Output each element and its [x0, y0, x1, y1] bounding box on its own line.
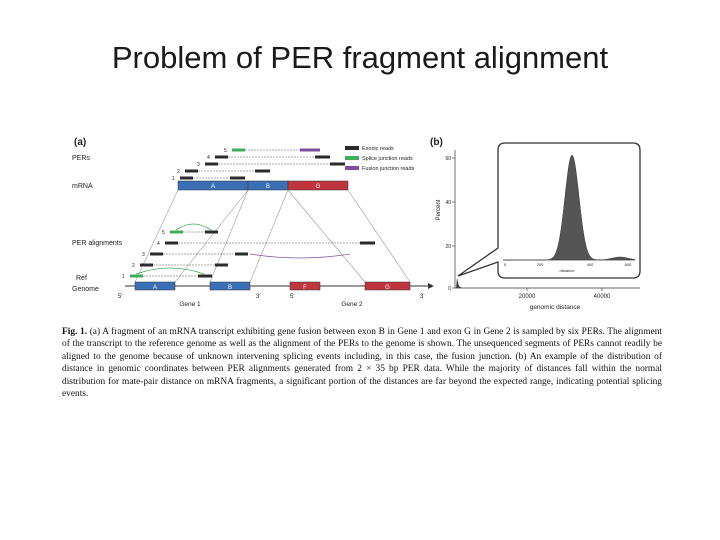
read — [170, 230, 183, 234]
label: B — [266, 184, 270, 190]
panel-a: (a) PERs mRNA PER alignments Ref Genome — [72, 137, 123, 293]
row-label: Ref — [76, 275, 87, 282]
panel-label: (a) — [74, 137, 86, 148]
fusion-arc — [249, 253, 351, 259]
mapping-line — [347, 189, 411, 283]
row-label: PERs — [72, 155, 90, 162]
panel-label: (b) — [430, 137, 443, 148]
label: 5 — [224, 148, 227, 154]
read — [315, 155, 330, 159]
label: 60 — [445, 156, 451, 162]
exon — [287, 180, 349, 191]
splice-arc — [135, 267, 205, 275]
label: 40 — [445, 200, 451, 206]
label: Gene 2 — [341, 301, 363, 308]
label: A — [153, 285, 157, 291]
mapping-line — [174, 189, 249, 283]
read — [130, 274, 143, 278]
read — [235, 252, 248, 256]
row-label: PER alignments — [72, 240, 123, 247]
label: 3' — [256, 294, 260, 300]
read — [215, 263, 228, 267]
label: B — [228, 285, 232, 291]
mapping-line — [134, 189, 179, 283]
legend-swatch — [345, 156, 359, 160]
mapping-line — [287, 189, 366, 283]
read — [330, 162, 345, 166]
label: 3 — [142, 252, 145, 258]
read — [232, 148, 245, 152]
label: Splice junction reads — [362, 156, 413, 162]
read — [360, 241, 375, 245]
distribution — [456, 278, 462, 288]
arrow — [428, 283, 434, 289]
read — [255, 169, 270, 173]
inset-distribution — [503, 154, 636, 261]
label: G — [316, 184, 321, 190]
y-axis-label: Percent — [436, 199, 442, 220]
legend-swatch — [345, 146, 359, 150]
legend-swatch — [345, 166, 359, 170]
read — [150, 252, 163, 256]
label: G — [385, 285, 390, 291]
label: 5' — [118, 294, 122, 300]
read — [205, 162, 218, 166]
read — [215, 155, 228, 159]
label: Gene 1 — [179, 301, 201, 308]
read — [140, 263, 153, 267]
exon — [364, 281, 411, 291]
mapping-line — [249, 189, 289, 283]
mapping-line — [209, 189, 249, 283]
read — [300, 148, 320, 152]
panel-b: (b) Percent genomic distance — [430, 137, 581, 311]
label: 5 — [162, 230, 165, 236]
label: 4 — [157, 241, 160, 247]
exon — [209, 281, 251, 291]
label: 0 — [504, 262, 507, 267]
read — [198, 274, 212, 278]
slide-title: Problem of PER fragment alignment — [112, 40, 609, 75]
caption: Fig. 1. (a) A fragment of an mRNA transc… — [62, 326, 662, 400]
read — [205, 230, 218, 234]
splice-arc — [175, 223, 212, 231]
label: 1 — [122, 274, 125, 280]
label: 20000 — [519, 294, 536, 300]
label: 5' — [290, 294, 294, 300]
label: 2 — [177, 169, 180, 175]
read — [165, 241, 178, 245]
label: Fusion junction reads — [362, 166, 415, 172]
read — [185, 169, 198, 173]
label: 400 — [587, 262, 594, 267]
label: 3' — [420, 294, 424, 300]
row-label: mRNA — [72, 183, 93, 190]
row-label: Genome — [72, 286, 99, 293]
label: Exonic reads — [362, 146, 394, 152]
label: 4 — [207, 155, 210, 161]
exon — [134, 281, 176, 291]
label: distance — [560, 268, 576, 273]
caption-label: Fig. 1. — [62, 327, 88, 337]
x-axis-label: genomic distance — [530, 304, 581, 311]
label: A — [211, 184, 215, 190]
label: 3 — [197, 162, 200, 168]
label: 600 — [625, 262, 632, 267]
caption-text: (a) A fragment of an mRNA transcript exh… — [62, 327, 662, 400]
read — [180, 176, 193, 180]
label: 0 — [448, 286, 451, 292]
read — [230, 176, 245, 180]
label: 200 — [537, 262, 544, 267]
label: 20 — [445, 244, 451, 250]
label: 40000 — [594, 294, 611, 300]
callout — [457, 142, 641, 279]
label: F — [303, 285, 307, 291]
exon — [289, 281, 321, 291]
label: 2 — [132, 263, 135, 269]
label: 1 — [172, 176, 175, 182]
